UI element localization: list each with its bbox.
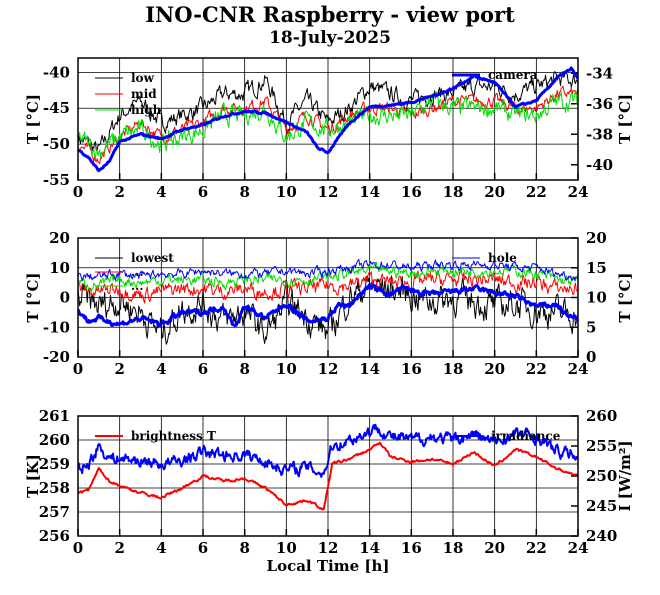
- legend-label: brightness T: [131, 429, 216, 443]
- y-tick-label: 257: [39, 503, 70, 521]
- x-tick-label: 12: [318, 360, 339, 378]
- y-tick-label: 260: [39, 431, 70, 449]
- y-axis-label: T [°C]: [24, 94, 42, 144]
- y2-tick-label: 260: [586, 407, 617, 425]
- y2-axis-label: T [°C]: [616, 94, 634, 144]
- x-tick-label: 0: [73, 360, 83, 378]
- y2-tick-label: 5: [586, 318, 596, 336]
- series-line-brightness-T: [78, 441, 578, 511]
- x-tick-label: 18: [443, 360, 464, 378]
- y-tick-label: 261: [39, 407, 70, 425]
- plot-frame: [77, 415, 579, 537]
- x-tick-label: 16: [401, 360, 422, 378]
- x-tick-label: 4: [156, 539, 166, 557]
- y-tick-label: -55: [43, 171, 70, 189]
- y2-tick-label: -34: [586, 64, 613, 82]
- chart-date: 18-July-2025: [269, 28, 391, 48]
- x-tick-label: 2: [114, 539, 124, 557]
- plot-frame: [77, 237, 579, 358]
- x-tick-label: 14: [359, 539, 380, 557]
- x-tick-label: 10: [276, 183, 297, 201]
- x-tick-label: 18: [443, 183, 464, 201]
- y-tick-label: 256: [39, 527, 70, 545]
- legend-label: hole: [488, 251, 517, 265]
- series-line-unnamed-1: [78, 268, 578, 304]
- x-tick-label: 6: [198, 539, 208, 557]
- x-tick-label: 0: [73, 183, 83, 201]
- legend-label: ...: [131, 279, 144, 293]
- legend-label: high: [131, 103, 162, 117]
- chart-title: INO-CNR Raspberry - view port: [145, 2, 515, 27]
- x-tick-label: 8: [239, 183, 249, 201]
- y-tick-label: -20: [43, 348, 70, 366]
- y2-axis-label: I [W/m²]: [616, 440, 634, 511]
- legend-label: camera: [488, 68, 538, 82]
- x-tick-label: 14: [359, 360, 380, 378]
- x-tick-label: 22: [526, 183, 547, 201]
- y2-tick-label: 255: [586, 437, 617, 455]
- y-tick-label: -10: [43, 318, 70, 336]
- y2-tick-label: -40: [586, 156, 613, 174]
- y-tick-label: -50: [43, 135, 70, 153]
- x-tick-label: 22: [526, 539, 547, 557]
- legend-label: lowest: [131, 251, 174, 265]
- series-line-low: [78, 70, 578, 151]
- x-tick-label: 10: [276, 539, 297, 557]
- y2-tick-label: 20: [586, 229, 607, 247]
- series-line-unnamed-3: [78, 258, 578, 282]
- y2-tick-label: 10: [586, 289, 607, 307]
- x-tick-label: 2: [114, 183, 124, 201]
- y-tick-label: 10: [49, 259, 70, 277]
- x-tick-label: 2: [114, 360, 124, 378]
- x-tick-label: 10: [276, 360, 297, 378]
- series-line-irradiance: [78, 423, 578, 478]
- x-tick-label: 24: [568, 539, 589, 557]
- series-line-hole: [78, 283, 578, 328]
- x-tick-label: 14: [359, 183, 380, 201]
- x-tick-label: 16: [401, 183, 422, 201]
- y-tick-label: 0: [60, 289, 70, 307]
- x-tick-label: 12: [318, 183, 339, 201]
- plot-frame: [77, 57, 579, 181]
- x-tick-label: 20: [484, 360, 505, 378]
- y-tick-label: -45: [43, 99, 70, 117]
- legend-label: irradiance: [491, 429, 561, 443]
- x-tick-label: 4: [156, 183, 166, 201]
- x-tick-label: 8: [239, 360, 249, 378]
- y-tick-label: 259: [39, 455, 70, 473]
- legend-label: mid: [131, 87, 157, 101]
- x-tick-label: 24: [568, 183, 589, 201]
- x-tick-label: 12: [318, 539, 339, 557]
- y2-tick-label: -36: [586, 95, 613, 113]
- x-tick-label: 20: [484, 539, 505, 557]
- y2-tick-label: 250: [586, 467, 617, 485]
- y-axis-label: T [K]: [24, 454, 42, 498]
- y2-tick-label: 15: [586, 259, 607, 277]
- legend-label: ...: [131, 265, 144, 279]
- x-tick-label: 22: [526, 360, 547, 378]
- y2-tick-label: -38: [586, 125, 613, 143]
- y-axis-label: T [°C]: [24, 272, 42, 322]
- x-tick-label: 6: [198, 360, 208, 378]
- legend-label: low: [131, 71, 155, 85]
- x-tick-label: 0: [73, 539, 83, 557]
- x-tick-label: 20: [484, 183, 505, 201]
- y2-tick-label: 240: [586, 527, 617, 545]
- x-tick-label: 24: [568, 360, 589, 378]
- x-axis-label: Local Time [h]: [267, 557, 390, 575]
- y-tick-label: 20: [49, 229, 70, 247]
- x-tick-label: 6: [198, 183, 208, 201]
- x-tick-label: 8: [239, 539, 249, 557]
- y2-tick-label: 0: [586, 348, 596, 366]
- x-tick-label: 16: [401, 539, 422, 557]
- y2-tick-label: 245: [586, 497, 617, 515]
- y-tick-label: -40: [43, 63, 70, 81]
- series-line-camera: [78, 66, 578, 173]
- x-tick-label: 18: [443, 539, 464, 557]
- x-tick-label: 4: [156, 360, 166, 378]
- series-line-lowest: [78, 275, 578, 345]
- y-tick-label: 258: [39, 479, 70, 497]
- y2-axis-label: T [°C]: [616, 272, 634, 322]
